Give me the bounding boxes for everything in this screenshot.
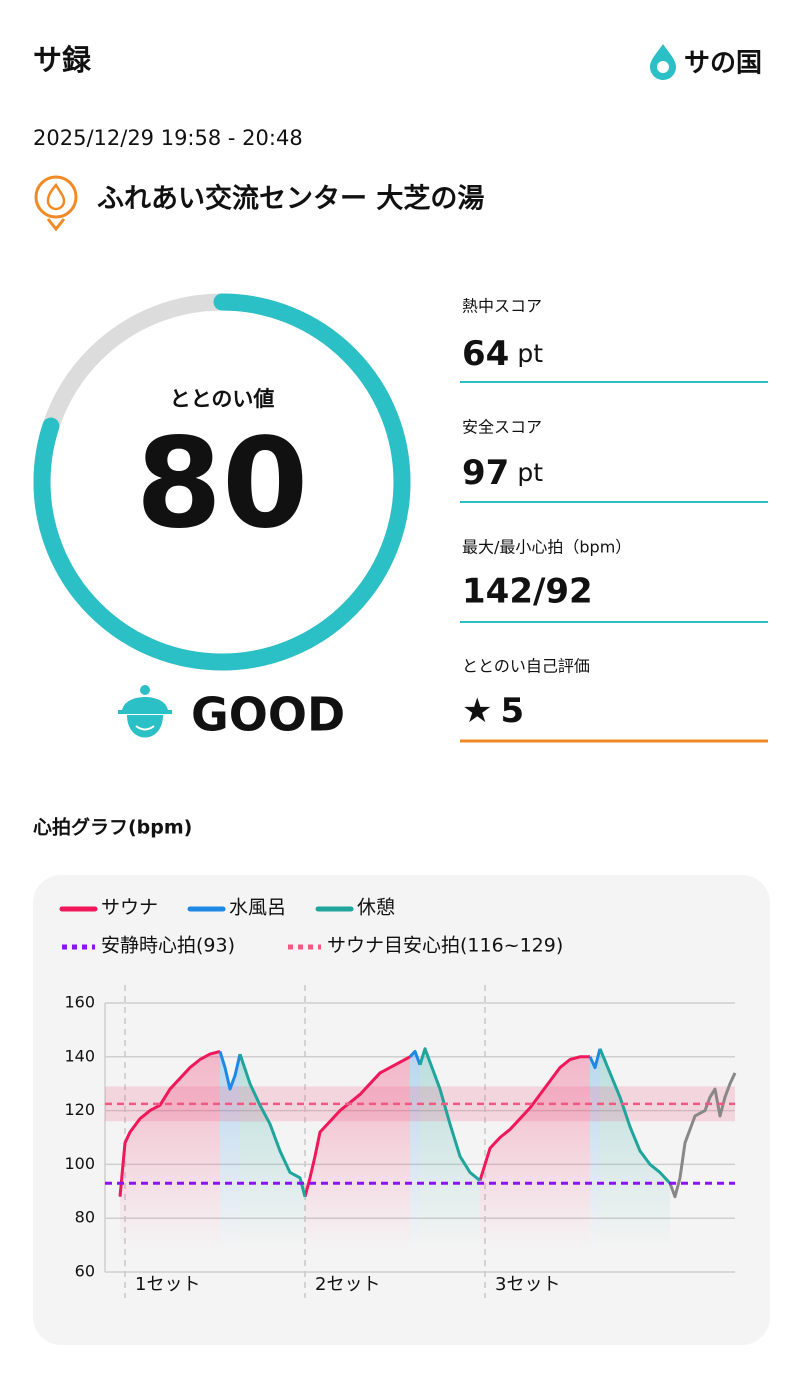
stat-icon: ★ bbox=[462, 691, 492, 731]
series-area bbox=[220, 1051, 240, 1250]
mascot-hat bbox=[122, 697, 168, 712]
stat-label: 熱中スコア bbox=[462, 297, 542, 316]
score-value: 80 bbox=[136, 412, 309, 556]
app-title: サ録 bbox=[33, 43, 92, 77]
chart-title: 心拍グラフ(bpm) bbox=[33, 816, 192, 839]
stat-unit: pt bbox=[517, 458, 543, 487]
stat-number: 5 bbox=[500, 691, 524, 731]
series-area bbox=[120, 1051, 220, 1250]
y-tick-label: 100 bbox=[64, 1154, 95, 1173]
stat-label: ととのい自己評価 bbox=[462, 657, 590, 676]
mascot-smile bbox=[135, 725, 155, 731]
legend-label: 水風呂 bbox=[229, 897, 286, 919]
stat-value: ★ 5 bbox=[462, 691, 524, 731]
series-area bbox=[600, 1048, 670, 1250]
stat-label: 安全スコア bbox=[462, 418, 542, 437]
legend-label: サウナ目安心拍(116~129) bbox=[327, 935, 563, 957]
series-line bbox=[118, 1049, 590, 1198]
stat-label: 最大/最小心拍（bpm） bbox=[462, 538, 631, 557]
score-ring bbox=[33, 293, 411, 671]
series-area bbox=[420, 1048, 480, 1250]
logo-icon-inner bbox=[657, 61, 669, 73]
legend-label: 休憩 bbox=[357, 897, 395, 919]
series-area bbox=[240, 1054, 305, 1250]
stat-number: 97 bbox=[462, 453, 509, 493]
session-datetime: 2025/12/29 19:58 - 20:48 bbox=[33, 126, 303, 150]
y-tick-label: 160 bbox=[64, 993, 95, 1012]
stat-number: 64 bbox=[462, 334, 509, 374]
mascot-face bbox=[127, 715, 163, 738]
facility-name: ふれあい交流センター 大芝の湯 bbox=[97, 183, 484, 215]
logo-text: サの国 bbox=[684, 49, 762, 79]
legend-label: 安静時心拍(93) bbox=[101, 935, 235, 957]
series-line bbox=[238, 1047, 672, 1198]
stat-value: 97 pt bbox=[462, 453, 543, 493]
y-tick-label: 140 bbox=[64, 1046, 95, 1065]
facility-icon-flame bbox=[46, 182, 66, 211]
facility-icon-tail bbox=[46, 218, 66, 232]
y-tick-label: 80 bbox=[75, 1208, 95, 1227]
series-area bbox=[590, 1048, 600, 1250]
set-label: 1セット bbox=[135, 1274, 200, 1295]
stat-unit: pt bbox=[517, 339, 543, 368]
stat-value: 142/92 bbox=[462, 572, 593, 612]
series-line bbox=[218, 1048, 602, 1091]
set-label: 2セット bbox=[315, 1274, 380, 1295]
score-rating: GOOD bbox=[191, 688, 345, 742]
mascot-icon bbox=[118, 685, 172, 738]
score-label: ととのい値 bbox=[170, 387, 275, 411]
y-tick-label: 120 bbox=[64, 1100, 95, 1119]
set-label: 3セット bbox=[495, 1274, 560, 1295]
stat-value: 64 pt bbox=[462, 334, 543, 374]
series-area bbox=[410, 1051, 420, 1250]
mascot-hat-top bbox=[140, 685, 150, 695]
facility-icon bbox=[34, 175, 78, 232]
facility-icon-circle bbox=[34, 175, 78, 219]
legend-label: サウナ bbox=[101, 897, 158, 919]
stats: 熱中スコア 64 pt 安全スコア 97 pt 最大/最小心拍（bpm） 142/9… bbox=[460, 297, 768, 743]
y-tick-label: 60 bbox=[75, 1262, 95, 1281]
logo: サの国 bbox=[650, 44, 762, 80]
